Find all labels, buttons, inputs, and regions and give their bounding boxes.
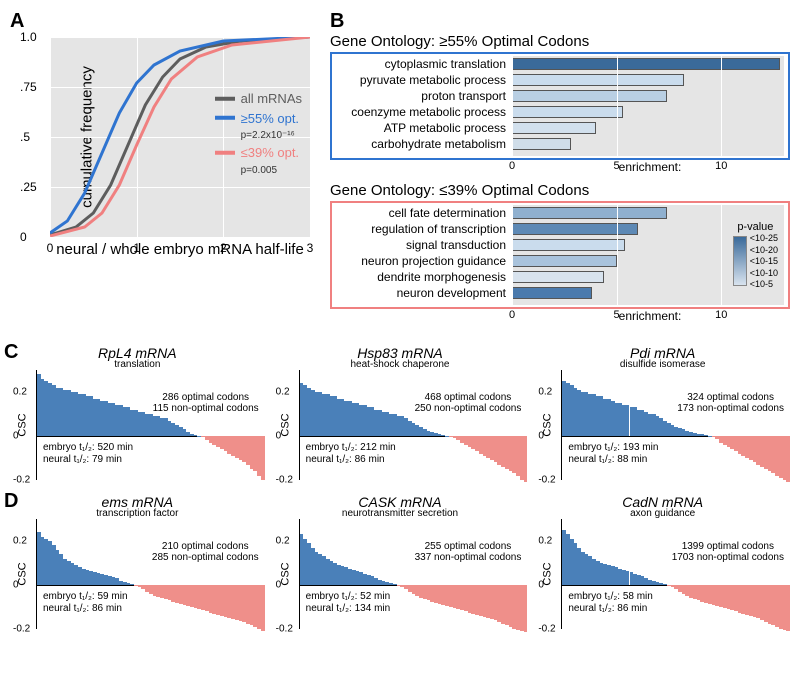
csc-codon-counts: 468 optimal codons250 non-optimal codons: [415, 392, 522, 414]
csc-halflife: embryo t₁/₂: 212 minneural t₁/₂: 86 min: [306, 442, 396, 466]
go-term: coenzyme metabolic process: [332, 104, 506, 120]
go-hi-block: Gene Ontology: ≥55% Optimal Codons cytop…: [330, 33, 790, 174]
csc-panel: CASK mRNA neurotransmitter secretion-0.2…: [273, 494, 528, 629]
go-term: carbohydrate metabolism: [332, 136, 506, 152]
csc-codon-counts: 1399 optimal codons1703 non-optimal codo…: [672, 541, 784, 563]
panel-a: A cumulative frequency 01230.25.5.751.0a…: [10, 10, 320, 331]
csc-row: CRpL4 mRNA translation-0.200.2CSC286 opt…: [10, 345, 790, 480]
go-xlabel-hi: enrichment:: [619, 160, 682, 174]
csc-bar: [524, 436, 528, 482]
csc-subtitle: translation: [10, 359, 265, 370]
csc-codon-counts: 286 optimal codons115 non-optimal codons: [153, 392, 259, 414]
go-term: cell fate determination: [332, 205, 506, 221]
go-term: dendrite morphogenesis: [332, 269, 506, 285]
go-hi-labels: cytoplasmic translationpyruvate metaboli…: [332, 56, 512, 156]
go-term: cytoplasmic translation: [332, 56, 506, 72]
go-hi-title: Gene Ontology: ≥55% Optimal Codons: [330, 33, 790, 50]
csc-bar: [524, 585, 528, 632]
go-term: neuron projection guidance: [332, 253, 506, 269]
csc-subtitle: heat-shock chaperone: [273, 359, 528, 370]
pval-bot: <10-5: [750, 279, 778, 289]
csc-panel: RpL4 mRNA translation-0.200.2CSC286 opti…: [10, 345, 265, 480]
csc-plot: -0.200.2CSC286 optimal codons115 non-opt…: [36, 370, 265, 480]
go-term: proton transport: [332, 88, 506, 104]
csc-panel: CadN mRNA axon guidance-0.200.2CSC1399 o…: [535, 494, 790, 629]
csc-subtitle: disulfide isomerase: [535, 359, 790, 370]
csc-panel: Pdi mRNA disulfide isomerase-0.200.2CSC3…: [535, 345, 790, 480]
pvalue-legend: p-value <10-25 <10-20 <10-15 <10-10 <10-…: [733, 221, 778, 289]
csc-container: CRpL4 mRNA translation-0.200.2CSC286 opt…: [10, 345, 790, 629]
pval-top: <10-25: [750, 233, 778, 243]
go-term: ATP metabolic process: [332, 120, 506, 136]
panel-b-label: B: [330, 10, 344, 32]
go-bar: [512, 74, 684, 86]
go-bar: [512, 207, 667, 219]
pval-m2: <10-15: [750, 256, 778, 266]
figure: A cumulative frequency 01230.25.5.751.0a…: [10, 10, 790, 629]
csc-subtitle: transcription factor: [10, 508, 265, 519]
csc-halflife: embryo t₁/₂: 520 minneural t₁/₂: 79 min: [43, 442, 133, 466]
pval-m1: <10-20: [750, 245, 778, 255]
go-term: neuron development: [332, 285, 506, 301]
panel-a-plot: cumulative frequency 01230.25.5.751.0all…: [50, 37, 310, 237]
csc-bar: [786, 585, 790, 631]
csc-halflife: embryo t₁/₂: 193 minneural t₁/₂: 88 min: [568, 442, 658, 466]
csc-plot: -0.200.2CSC468 optimal codons250 non-opt…: [299, 370, 528, 480]
go-term: regulation of transcription: [332, 221, 506, 237]
go-hi-box: cytoplasmic translationpyruvate metaboli…: [330, 52, 790, 160]
go-xlabel-lo: enrichment:: [619, 309, 682, 323]
csc-halflife: embryo t₁/₂: 59 minneural t₁/₂: 86 min: [43, 591, 128, 615]
go-bar: [512, 122, 596, 134]
go-bar: [512, 271, 604, 283]
pval-gradient: [733, 236, 747, 286]
go-bar: [512, 239, 625, 251]
csc-plot: -0.200.2CSC1399 optimal codons1703 non-o…: [561, 519, 790, 629]
go-lo-labels: cell fate determinationregulation of tra…: [332, 205, 512, 305]
csc-panel: Hsp83 mRNA heat-shock chaperone-0.200.2C…: [273, 345, 528, 480]
go-bar: [512, 287, 592, 299]
csc-subtitle: axon guidance: [535, 508, 790, 519]
csc-row: Dems mRNA transcription factor-0.200.2CS…: [10, 494, 790, 629]
go-lo-title: Gene Ontology: ≤39% Optimal Codons: [330, 182, 790, 199]
go-bar: [512, 255, 617, 267]
csc-codon-counts: 210 optimal codons285 non-optimal codons: [152, 541, 259, 563]
csc-bar: [786, 436, 790, 482]
go-bar: [512, 138, 571, 150]
go-term: pyruvate metabolic process: [332, 72, 506, 88]
go-lo-bars: p-value <10-25 <10-20 <10-15 <10-10 <10-…: [512, 205, 784, 305]
panel-a-label: A: [10, 10, 24, 32]
top-row: A cumulative frequency 01230.25.5.751.0a…: [10, 10, 790, 331]
csc-codon-counts: 255 optimal codons337 non-optimal codons: [415, 541, 522, 563]
panel-b: B Gene Ontology: ≥55% Optimal Codons cyt…: [330, 10, 790, 331]
pval-m3: <10-10: [750, 268, 778, 278]
go-bar: [512, 90, 667, 102]
go-lo-box: cell fate determinationregulation of tra…: [330, 201, 790, 309]
panel-a-xlabel: neural / whole embryo mRNA half-life: [50, 241, 310, 258]
csc-plot: -0.200.2CSC255 optimal codons337 non-opt…: [299, 519, 528, 629]
csc-subtitle: neurotransmitter secretion: [273, 508, 528, 519]
go-lo-block: Gene Ontology: ≤39% Optimal Codons cell …: [330, 182, 790, 323]
pval-title: p-value: [733, 221, 778, 233]
csc-halflife: embryo t₁/₂: 52 minneural t₁/₂: 134 min: [306, 591, 391, 615]
csc-halflife: embryo t₁/₂: 58 minneural t₁/₂: 86 min: [568, 591, 653, 615]
csc-plot: -0.200.2CSC210 optimal codons285 non-opt…: [36, 519, 265, 629]
go-bar: [512, 58, 780, 70]
csc-codon-counts: 324 optimal codons173 non-optimal codons: [677, 392, 784, 414]
csc-panel: ems mRNA transcription factor-0.200.2CSC…: [10, 494, 265, 629]
csc-plot: -0.200.2CSC324 optimal codons173 non-opt…: [561, 370, 790, 480]
go-bar: [512, 106, 623, 118]
csc-bar: [261, 585, 265, 631]
go-bar: [512, 223, 638, 235]
csc-bar: [261, 436, 265, 480]
panel-a-legend: all mRNAs≥55% opt.p=2.2x10⁻¹⁶≤39% opt.p=…: [215, 89, 302, 178]
go-term: signal transduction: [332, 237, 506, 253]
go-hi-bars: 0510: [512, 56, 784, 156]
